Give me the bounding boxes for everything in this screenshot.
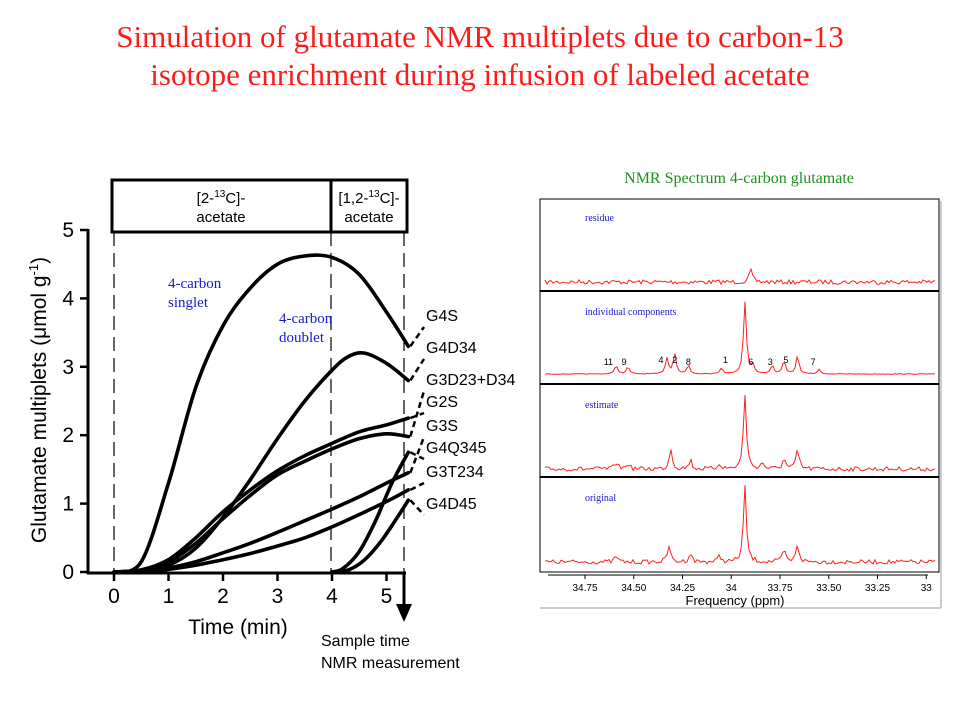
series-line-g3t234 bbox=[112, 488, 411, 575]
series-label: G4Q345 bbox=[426, 440, 487, 457]
slide-title: Simulation of glutamate NMR multiplets d… bbox=[0, 18, 960, 94]
annotation-singlet-line1: 4-carbon bbox=[168, 276, 222, 292]
y-axis-label: Glutamate multiplets (μmol g-1) bbox=[26, 257, 51, 543]
sample-time-arrow bbox=[396, 573, 412, 622]
phase-label-2-line2: acetate bbox=[344, 209, 393, 226]
series-line-g4q345 bbox=[330, 450, 411, 574]
series-leader-line bbox=[409, 358, 426, 382]
series-leader-line bbox=[409, 436, 426, 474]
series-label: G3T234 bbox=[426, 464, 484, 481]
y-tick-label: 4 bbox=[62, 287, 74, 310]
series-label: G4S bbox=[426, 308, 458, 325]
phase-label-1-line2: acetate bbox=[196, 209, 245, 226]
x-tick-label: 0 bbox=[108, 585, 120, 608]
y-tick-label: 3 bbox=[62, 356, 74, 379]
series-leader-line bbox=[409, 481, 425, 492]
series-leader-line bbox=[409, 499, 425, 516]
series-line-g4d45 bbox=[330, 498, 411, 574]
nmr-measurement-label: NMR measurement bbox=[321, 655, 460, 672]
series-leader-line bbox=[409, 390, 426, 437]
annotation-doublet-line1: 4-carbon bbox=[279, 311, 333, 327]
series-label: G3D23+D34 bbox=[426, 372, 515, 389]
series-label: G4D45 bbox=[426, 496, 477, 513]
series-leader-line bbox=[409, 326, 426, 348]
y-tick-label: 2 bbox=[62, 424, 74, 447]
series-label: G4D34 bbox=[426, 340, 477, 357]
sample-time-label: Sample time bbox=[321, 633, 410, 650]
x-tick-label: 2 bbox=[217, 585, 229, 608]
x-tick-label: 5 bbox=[381, 585, 393, 608]
phase-label-1: [2-13C]- bbox=[197, 189, 246, 207]
series-line-g2s bbox=[112, 416, 411, 574]
x-tick-label: 1 bbox=[163, 585, 175, 608]
series-leader-line bbox=[409, 411, 425, 420]
series-leader-line bbox=[409, 451, 425, 461]
infusion-phase-box: [2-13C]- acetate [1,2-13C]- acetate bbox=[110, 178, 409, 234]
x-tick-label: 3 bbox=[272, 585, 284, 608]
phase-label-2: [1,2-13C]- bbox=[338, 189, 399, 207]
x-axis-label: Time (min) bbox=[188, 616, 288, 639]
series-line-g4d34 bbox=[112, 350, 411, 574]
y-tick-label: 1 bbox=[62, 493, 74, 516]
x-tick-label: 4 bbox=[326, 585, 338, 608]
series-label: G2S bbox=[426, 394, 458, 411]
series-label: G3S bbox=[426, 418, 458, 435]
title-line-2: isotope enrichment during infusion of la… bbox=[150, 57, 810, 92]
annotation-doublet-line2: doublet bbox=[279, 330, 325, 346]
annotation-singlet-line2: singlet bbox=[168, 295, 209, 311]
y-tick-label: 5 bbox=[62, 219, 74, 242]
series-line-g4s bbox=[112, 253, 411, 574]
y-tick-label: 0 bbox=[62, 561, 74, 584]
title-line-1: Simulation of glutamate NMR multiplets d… bbox=[116, 19, 844, 54]
